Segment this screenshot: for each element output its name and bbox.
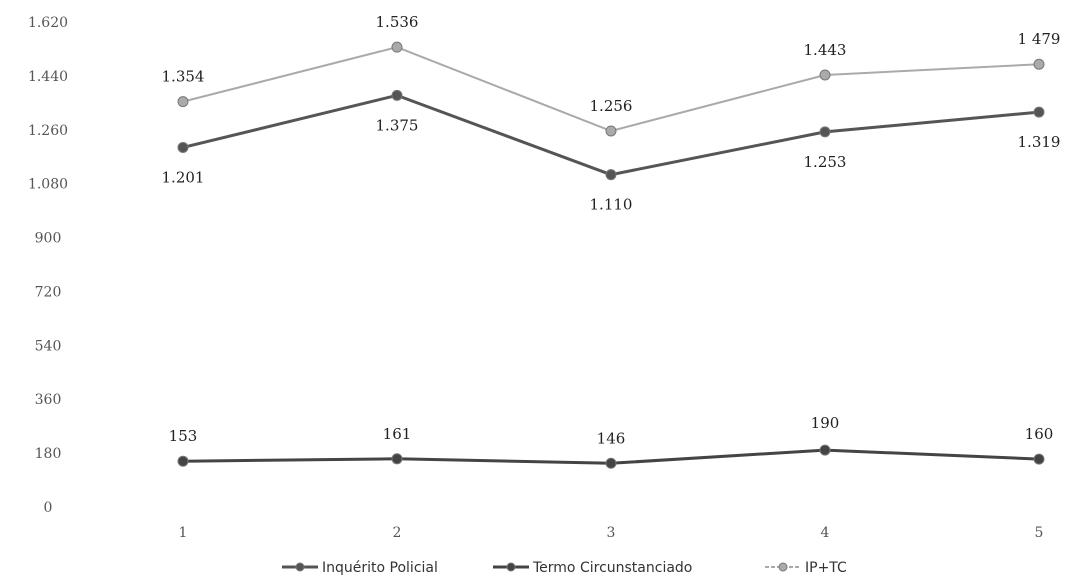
data-label: 1.256 — [590, 97, 633, 115]
legend-swatch-marker — [506, 562, 516, 572]
series-layer — [177, 41, 1045, 469]
data-point — [177, 96, 189, 108]
legend-label: Termo Circunstanciado — [532, 560, 692, 576]
legend: Inquérito Policial Termo Circunstanciado I… — [282, 560, 847, 576]
data-point — [819, 126, 831, 138]
data-label: 160 — [1025, 425, 1054, 443]
legend-item: IP+TC — [765, 560, 847, 576]
data-point — [1033, 106, 1045, 118]
x-tick-label: 3 — [607, 525, 616, 541]
data-labels: 1.201 1.375 1.110 1.253 1.319 153 161 146 190 160… — [162, 13, 1061, 447]
data-point — [605, 457, 617, 469]
data-label: 190 — [811, 414, 840, 432]
data-label: 1.319 — [1018, 133, 1061, 151]
data-point — [391, 41, 403, 53]
y-tick-label: 360 — [35, 392, 62, 408]
data-label: 146 — [597, 429, 626, 447]
legend-item: Termo Circunstanciado — [493, 560, 692, 576]
legend-swatch-marker — [295, 562, 305, 572]
legend-item: Inquérito Policial — [282, 560, 438, 576]
series-1 — [177, 89, 1045, 181]
series-2 — [177, 444, 1045, 469]
series-line — [182, 46, 1040, 132]
data-label: 161 — [383, 425, 412, 443]
y-tick-label: 180 — [35, 446, 62, 462]
data-label: 153 — [169, 427, 198, 445]
x-tick-label: 2 — [393, 525, 402, 541]
data-point — [1033, 58, 1045, 70]
y-tick-label: 540 — [35, 338, 62, 354]
legend-swatch-marker — [778, 562, 788, 572]
y-tick-label: 720 — [35, 284, 62, 300]
data-point — [605, 169, 617, 181]
data-label: 1.110 — [590, 196, 633, 214]
data-point — [1033, 453, 1045, 465]
legend-label: IP+TC — [805, 560, 847, 576]
y-tick-label: 900 — [35, 231, 62, 247]
y-tick-label: 1.260 — [28, 123, 68, 139]
y-axis: 0 180 360 540 720 900 1.080 1.260 1.440 1.620 — [28, 15, 68, 516]
data-point — [391, 89, 403, 101]
data-point — [177, 455, 189, 467]
x-axis: 1 2 3 4 5 — [179, 525, 1044, 541]
x-tick-label: 4 — [821, 525, 830, 541]
data-label: 1.354 — [162, 68, 205, 86]
data-point — [177, 141, 189, 153]
data-point — [819, 69, 831, 81]
data-label: 1 479 — [1018, 30, 1061, 48]
y-tick-label: 1.080 — [28, 177, 68, 193]
data-point — [605, 125, 617, 137]
series-3 — [177, 41, 1045, 137]
legend-label: Inquérito Policial — [322, 560, 438, 576]
data-label: 1.375 — [376, 116, 419, 134]
data-label: 1.443 — [804, 41, 847, 59]
data-point — [391, 453, 403, 465]
data-point — [819, 444, 831, 456]
x-tick-label: 5 — [1035, 525, 1044, 541]
y-tick-label: 1.620 — [28, 15, 68, 31]
x-tick-label: 1 — [179, 525, 188, 541]
data-label: 1.253 — [804, 153, 847, 171]
y-tick-label: 1.440 — [28, 69, 68, 85]
data-label: 1.536 — [376, 13, 419, 31]
data-label: 1.201 — [162, 168, 205, 186]
y-tick-label: 0 — [44, 500, 53, 516]
